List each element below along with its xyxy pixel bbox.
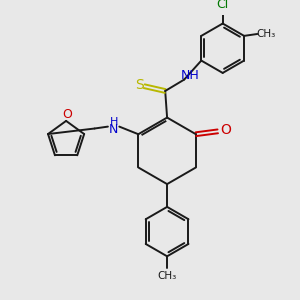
Text: CH₃: CH₃ [158, 271, 177, 281]
Text: CH₃: CH₃ [256, 29, 276, 39]
Text: S: S [135, 78, 144, 92]
Text: O: O [62, 108, 72, 121]
Text: N: N [109, 123, 118, 136]
Text: NH: NH [181, 69, 199, 82]
Text: H: H [110, 117, 118, 127]
Text: Cl: Cl [217, 0, 229, 11]
Text: O: O [220, 123, 231, 137]
